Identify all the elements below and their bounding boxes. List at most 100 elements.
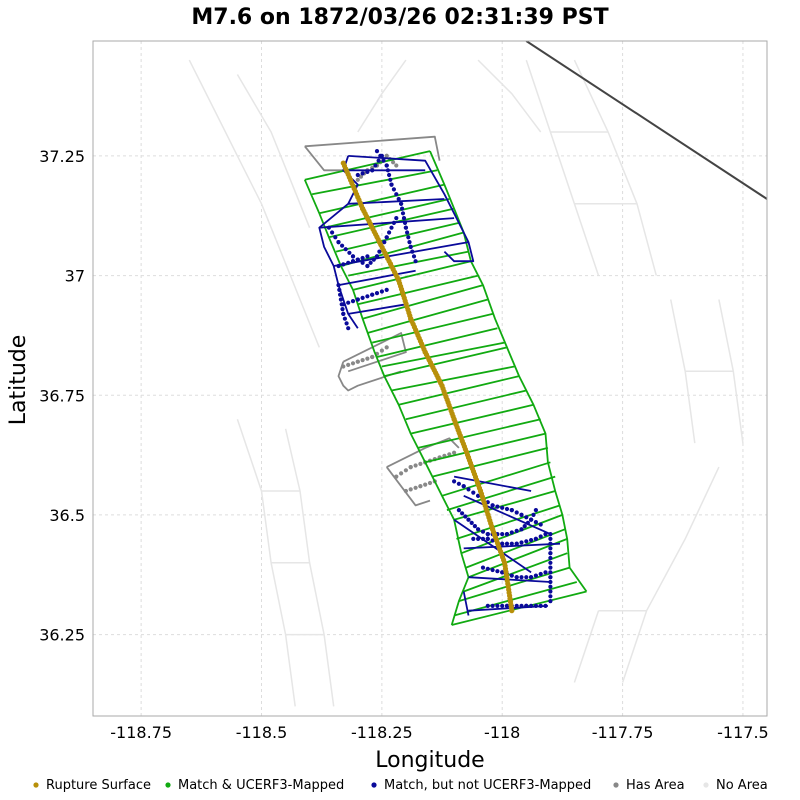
y-axis-label: Latitude (6, 335, 31, 426)
series-rupture-surface (340, 160, 515, 614)
data-point (341, 311, 346, 316)
data-point (405, 230, 410, 235)
data-point (500, 541, 505, 546)
chart-title: M7.6 on 1872/03/26 02:31:39 PST (191, 5, 608, 30)
series-line (465, 528, 566, 569)
data-point (374, 149, 380, 154)
data-point (504, 532, 510, 537)
series-line (333, 241, 469, 267)
series-line (357, 274, 479, 306)
series-line (371, 313, 493, 344)
x-tick-label: -118.75 (110, 723, 172, 742)
data-point (413, 463, 418, 468)
data-point (548, 584, 553, 589)
data-point (387, 172, 392, 178)
data-point (509, 508, 514, 513)
data-point (548, 599, 553, 604)
series-line (381, 341, 505, 368)
data-point (519, 540, 524, 545)
data-point (500, 532, 505, 537)
data-point (391, 187, 396, 192)
data-point (548, 551, 553, 556)
data-point (403, 468, 408, 473)
series-boundary (525, 41, 767, 200)
data-point (490, 503, 495, 508)
data-point (387, 230, 392, 235)
legend: Rupture Surface Match & UCERF3-Mapped Matc… (33, 778, 768, 793)
series-line (319, 183, 445, 215)
series-line (441, 461, 551, 497)
data-point (529, 517, 534, 522)
series-line (352, 260, 472, 291)
data-point (377, 249, 382, 254)
data-point (476, 527, 481, 532)
legend-label: Rupture Surface (46, 778, 151, 793)
series-line (573, 59, 658, 276)
data-point (346, 260, 351, 265)
series-line (357, 59, 407, 133)
data-point (350, 254, 356, 259)
data-point (514, 541, 519, 546)
data-point (524, 575, 529, 580)
series-match-but-not-ucerf3-mapped-dotted-traces (326, 149, 553, 609)
data-point (548, 594, 553, 599)
data-point (519, 603, 524, 609)
data-point (394, 216, 399, 221)
data-point (480, 529, 486, 534)
series-line (367, 298, 489, 334)
data-point (500, 603, 505, 609)
data-point (456, 481, 461, 486)
data-point (336, 263, 341, 269)
series-line (348, 303, 407, 315)
data-point (485, 536, 490, 542)
series-line (477, 59, 542, 133)
data-point (519, 512, 524, 518)
data-point (360, 255, 365, 261)
data-point (407, 240, 412, 245)
data-point (402, 220, 408, 225)
data-point (358, 174, 364, 179)
series-line (335, 222, 460, 253)
data-point (389, 225, 394, 230)
series-line (462, 591, 470, 616)
data-point (394, 192, 399, 197)
data-point (355, 359, 360, 364)
data-point (413, 259, 418, 264)
data-point (370, 292, 375, 297)
data-point (384, 163, 389, 168)
data-point (350, 361, 356, 366)
data-point (384, 235, 389, 240)
legend-marker (33, 782, 39, 788)
data-point (514, 510, 519, 515)
data-point (400, 211, 406, 216)
data-point (365, 356, 370, 361)
data-point (374, 291, 380, 296)
y-tick-label: 36.5 (49, 506, 85, 525)
series-line (338, 269, 416, 286)
data-point (370, 354, 375, 360)
series-line (463, 494, 551, 535)
data-point (490, 567, 495, 573)
data-point (490, 603, 495, 609)
data-point (408, 465, 413, 470)
x-axis-label: Longitude (375, 748, 484, 773)
data-point (548, 546, 553, 551)
data-point (355, 177, 360, 182)
data-point (338, 297, 343, 302)
data-point (548, 570, 553, 575)
data-point (399, 201, 404, 206)
data-point (533, 536, 539, 542)
data-point (371, 257, 376, 262)
data-point (400, 206, 405, 211)
data-point (403, 225, 408, 230)
axis-ticks: -118.75 -118.5 -118.25 -118 -117.75 -117.5 36.… (39, 147, 769, 742)
legend-label: No Area (716, 778, 768, 793)
data-point (524, 515, 529, 520)
data-point (391, 220, 396, 225)
data-point (533, 573, 539, 578)
data-point (399, 471, 404, 476)
series-line (188, 59, 320, 348)
data-point (485, 566, 490, 571)
data-point (360, 171, 365, 176)
